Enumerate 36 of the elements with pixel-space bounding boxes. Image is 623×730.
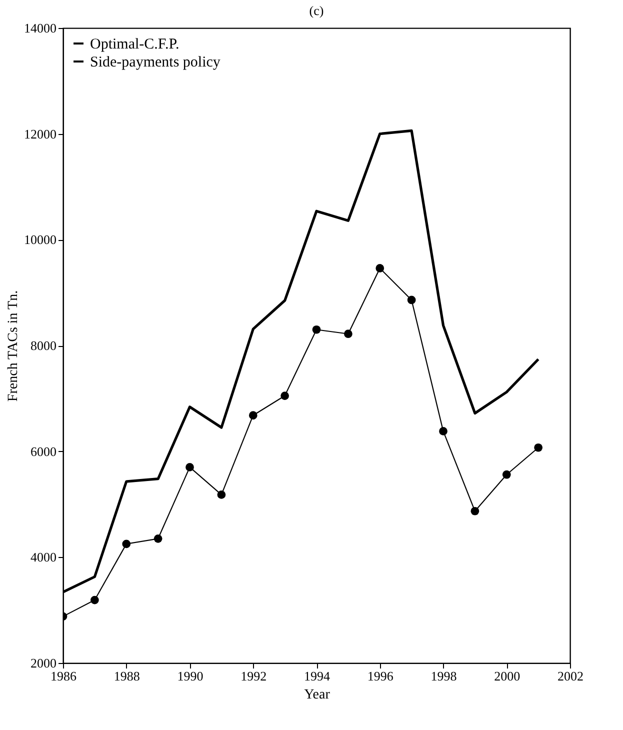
y-tick-label: 10000 <box>24 232 56 248</box>
point <box>280 392 289 400</box>
point <box>248 411 258 420</box>
chart-title: (c) <box>309 3 324 18</box>
point <box>344 330 352 338</box>
point <box>502 470 511 479</box>
legend-label: Optimal-C.F.P. <box>90 36 180 52</box>
point <box>90 596 99 604</box>
x-tick-label: 1994 <box>304 668 330 684</box>
point <box>439 427 448 436</box>
y-tick-label: 2000 <box>30 656 56 670</box>
x-tick-label: 1988 <box>114 668 140 684</box>
point <box>470 506 480 516</box>
x-tick-label: 1992 <box>240 668 267 684</box>
x-tick-label: 2002 <box>558 668 584 684</box>
y-tick-label: 8000 <box>30 338 56 353</box>
point <box>217 490 226 499</box>
legend-label: Side-payments policy <box>90 54 221 70</box>
point <box>122 540 131 548</box>
x-tick-label: 2000 <box>494 668 520 684</box>
point <box>312 325 321 334</box>
y-tick-label: 14000 <box>24 20 56 36</box>
x-axis-title: Year <box>304 688 330 702</box>
point <box>376 264 384 272</box>
x-tick-label: 1996 <box>367 668 394 684</box>
y-tick-label: 12000 <box>24 126 56 142</box>
point <box>407 296 416 304</box>
x-tick-label: 1990 <box>177 668 204 684</box>
y-axis-title: French TACs in Tn. <box>6 290 21 402</box>
point <box>186 463 194 472</box>
x-tick-label: 1986 <box>50 668 77 684</box>
point <box>534 443 542 452</box>
y-tick-label: 6000 <box>30 444 56 459</box>
x-tick-label: 1998 <box>430 668 457 684</box>
y-tick-label: 4000 <box>30 550 56 565</box>
point <box>154 534 162 543</box>
